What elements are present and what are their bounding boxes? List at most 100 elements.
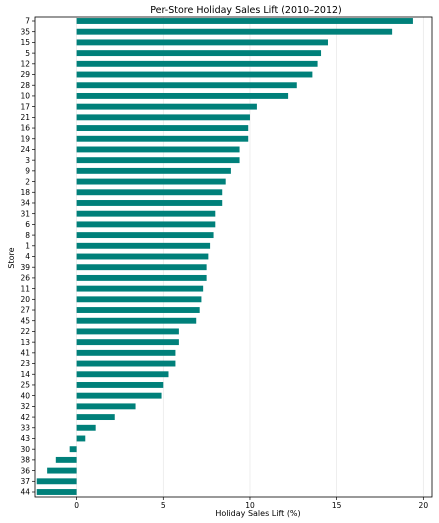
bar-store-32 [76, 403, 136, 410]
y-tick-label: 10 [20, 92, 30, 101]
bar-store-28 [76, 82, 297, 89]
y-tick-label: 1 [25, 241, 30, 250]
bar-store-18 [76, 189, 223, 196]
x-axis-label: Holiday Sales Lift (%) [215, 509, 300, 518]
bar-store-45 [76, 317, 197, 324]
bar-store-37 [36, 478, 77, 485]
x-axis-ticks: 0 5 10 15 20 [74, 497, 428, 510]
bar-store-9 [76, 167, 231, 174]
y-tick-label: 22 [20, 327, 30, 336]
y-tick-label: 2 [25, 177, 30, 186]
bar-store-6 [76, 221, 216, 228]
bar-store-26 [76, 274, 207, 281]
bar-store-5 [76, 50, 322, 57]
y-tick-label: 44 [20, 488, 30, 497]
y-tick-label: 13 [20, 338, 30, 347]
y-tick-label: 35 [20, 27, 30, 36]
y-tick-label: 11 [20, 284, 30, 293]
y-tick-label: 40 [20, 391, 30, 400]
bar-store-34 [76, 200, 223, 206]
y-tick-label: 21 [20, 113, 30, 122]
bar-store-19 [76, 135, 249, 142]
x-tick-label: 5 [161, 501, 166, 510]
bar-store-38 [55, 456, 77, 463]
bar-store-41 [76, 349, 176, 356]
y-tick-label: 38 [20, 456, 30, 465]
y-tick-label: 19 [20, 134, 30, 143]
y-tick-label: 26 [20, 274, 30, 283]
bar-store-31 [76, 210, 216, 217]
y-tick-label: 3 [25, 156, 30, 165]
y-tick-label: 5 [25, 49, 30, 58]
bar-store-1 [76, 242, 211, 249]
y-tick-label: 36 [20, 466, 30, 475]
y-tick-label: 8 [25, 231, 30, 240]
y-tick-label: 33 [20, 423, 30, 432]
bar-store-42 [76, 414, 115, 421]
y-tick-label: 7 [25, 17, 30, 26]
y-tick-label: 17 [20, 102, 30, 111]
bar-store-33 [76, 424, 96, 431]
y-tick-label: 32 [20, 402, 30, 411]
y-tick-label: 28 [20, 81, 30, 90]
bar-store-30 [69, 446, 77, 453]
bar-store-8 [76, 232, 214, 239]
bar-store-17 [76, 103, 257, 110]
bar-store-10 [76, 92, 289, 99]
x-tick-label: 0 [74, 501, 79, 510]
y-tick-label: 15 [20, 38, 30, 47]
y-tick-label: 20 [20, 295, 30, 304]
bar-store-3 [76, 157, 240, 164]
bars [36, 18, 413, 495]
y-tick-label: 9 [25, 167, 30, 176]
bar-store-43 [76, 435, 86, 442]
bar-store-13 [76, 339, 179, 346]
bar-store-2 [76, 178, 226, 185]
bar-store-14 [76, 371, 169, 378]
bar-store-22 [76, 328, 179, 335]
y-tick-label: 45 [20, 316, 30, 325]
y-tick-label: 23 [20, 359, 30, 368]
y-axis-ticks: 7351551229281017211619243921834316814392… [20, 17, 35, 497]
x-tick-label: 20 [419, 501, 429, 510]
bar-store-27 [76, 307, 200, 313]
bar-store-20 [76, 296, 202, 303]
y-tick-label: 25 [20, 381, 30, 390]
bar-store-36 [47, 467, 77, 474]
y-tick-label: 6 [25, 220, 30, 229]
y-tick-label: 37 [20, 477, 30, 486]
y-tick-label: 39 [20, 263, 30, 272]
y-tick-label: 42 [20, 413, 30, 422]
y-tick-label: 16 [20, 124, 30, 133]
bar-store-11 [76, 285, 204, 292]
x-tick-label: 10 [245, 501, 255, 510]
bar-store-16 [76, 125, 249, 131]
y-axis-label: Store [7, 247, 16, 268]
y-tick-label: 4 [25, 252, 30, 261]
y-tick-label: 30 [20, 445, 30, 454]
bar-store-39 [76, 264, 207, 271]
bar-store-29 [76, 71, 313, 78]
bar-store-44 [36, 489, 77, 495]
y-tick-label: 12 [20, 60, 30, 69]
bar-store-7 [76, 18, 413, 24]
y-tick-label: 29 [20, 70, 30, 79]
y-tick-label: 18 [20, 188, 30, 197]
bar-store-15 [76, 39, 328, 46]
y-tick-label: 43 [20, 434, 30, 443]
bar-store-24 [76, 146, 240, 153]
y-tick-label: 34 [20, 199, 30, 208]
y-tick-label: 31 [20, 209, 30, 218]
y-tick-label: 41 [20, 349, 30, 358]
y-tick-label: 24 [20, 145, 30, 154]
bar-store-12 [76, 60, 318, 67]
bar-store-35 [76, 28, 393, 35]
y-tick-label: 14 [20, 370, 30, 379]
chart-title: Per-Store Holiday Sales Lift (2010–2012) [150, 5, 342, 16]
bar-store-23 [76, 360, 176, 367]
y-tick-label: 27 [20, 306, 30, 315]
x-tick-label: 15 [332, 501, 342, 510]
bar-store-4 [76, 253, 209, 260]
bar-store-25 [76, 382, 164, 388]
